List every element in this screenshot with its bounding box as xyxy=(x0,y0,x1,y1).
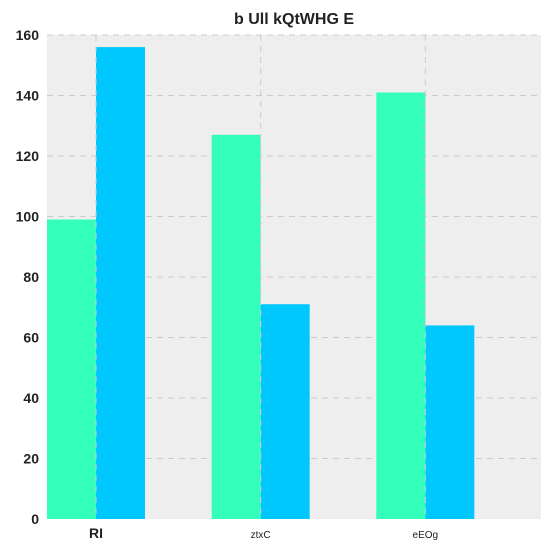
x-tick-label: RI xyxy=(89,525,103,541)
y-tick-label: 140 xyxy=(16,88,40,104)
y-tick-label: 40 xyxy=(23,390,39,406)
y-tick-label: 100 xyxy=(16,209,40,225)
bar-RI-series-2 xyxy=(96,47,145,519)
bar-eEOg-series-2 xyxy=(425,325,475,519)
y-tick-label: 80 xyxy=(23,269,39,285)
bar-ztxC-series-1 xyxy=(211,134,261,519)
x-tick-label: ztxC xyxy=(251,530,271,541)
bar-eEOg-series-1 xyxy=(376,92,426,519)
x-tick-label: eEOg xyxy=(413,530,439,541)
y-tick-label: 160 xyxy=(16,27,40,43)
y-tick-label: 120 xyxy=(16,148,40,164)
y-axis-ticks: 0 20 40 60 80 100 120 140 160 xyxy=(16,27,40,527)
y-tick-label: 20 xyxy=(23,451,39,467)
chart-title: b Ull kQtWHG E xyxy=(234,11,354,28)
bar-ztxC-series-2 xyxy=(260,304,310,519)
bar-RI-series-1 xyxy=(47,219,96,519)
bars xyxy=(47,47,475,519)
x-axis-ticks: RI ztxC eEOg xyxy=(89,525,438,541)
y-tick-label: 0 xyxy=(31,511,39,527)
y-tick-label: 60 xyxy=(23,330,39,346)
